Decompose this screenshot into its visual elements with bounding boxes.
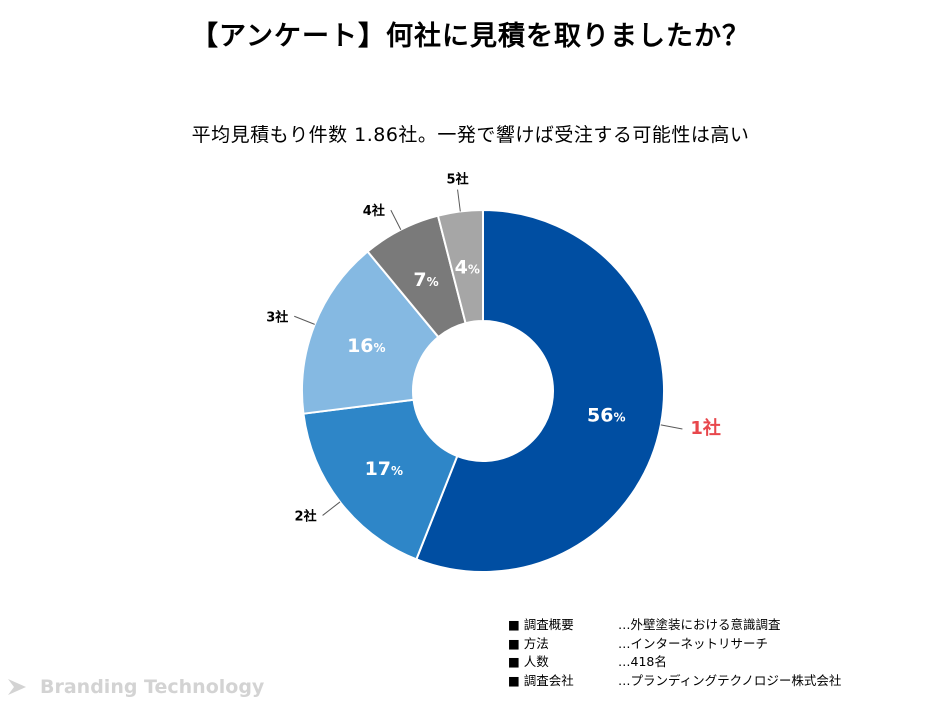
- note-row-count: ■ 人数 …418名: [508, 653, 841, 672]
- donut-slice-3: [301, 250, 440, 415]
- slice-value-unit: %: [427, 275, 439, 289]
- chart-subtitle: 平均見積もり件数 1.86社。一発で響けば受注する可能性は高い: [191, 124, 750, 146]
- note-value: …インターネットリサーチ: [618, 635, 769, 651]
- slice-value-unit: %: [374, 341, 386, 355]
- leader-line: [660, 424, 683, 430]
- slice-value-unit: %: [468, 262, 480, 276]
- leader-line: [390, 209, 402, 230]
- note-row-overview: ■ 調査概要 …外壁塗装における意識調査: [508, 616, 841, 635]
- slice-category-label: 4社: [363, 203, 385, 219]
- brand-logo-text: Branding Technology: [40, 676, 265, 698]
- note-key: ■ 調査会社: [508, 672, 574, 688]
- slice-value-unit: %: [613, 411, 625, 425]
- slice-value-label: 17%: [365, 458, 403, 480]
- slice-category-label: 3社: [266, 309, 288, 325]
- survey-notes: ■ 調査概要 …外壁塗装における意識調査 ■ 方法 …インターネットリサーチ ■…: [508, 616, 841, 690]
- leader-line: [457, 189, 461, 212]
- slice-value-label: 7%: [413, 269, 438, 291]
- donut-slice-2: [302, 398, 459, 561]
- slice-category-label: 2社: [295, 508, 317, 524]
- leader-line: [322, 501, 341, 516]
- slice-value-label: 16%: [347, 335, 385, 357]
- note-key: ■ 方法: [508, 635, 549, 651]
- note-key: ■ 調査概要: [508, 617, 574, 632]
- leader-line: [294, 315, 315, 325]
- brand-logo-icon: [8, 679, 26, 695]
- chart-title: 【アンケート】何社に見積を取りましたか？: [191, 21, 750, 52]
- donut-slice-5: [436, 208, 484, 325]
- note-row-method: ■ 方法 …インターネットリサーチ: [508, 635, 841, 654]
- donut-slice-1: [415, 208, 665, 573]
- slice-value-unit: %: [391, 464, 403, 478]
- slice-value-label: 56%: [587, 405, 625, 427]
- brand-logo: Branding Technology: [6, 676, 264, 698]
- note-value: …プランディングテクノロジー株式会社: [618, 672, 842, 688]
- slice-value-label: 4%: [455, 256, 480, 278]
- note-value: …418名: [618, 654, 667, 669]
- slice-category-label: 5社: [447, 172, 469, 188]
- slice-category-label: 1社: [690, 417, 721, 439]
- note-key: ■ 人数: [508, 654, 549, 669]
- note-row-company: ■ 調査会社 …プランディングテクノロジー株式会社: [508, 672, 841, 691]
- note-value: …外壁塗装における意識調査: [618, 617, 781, 632]
